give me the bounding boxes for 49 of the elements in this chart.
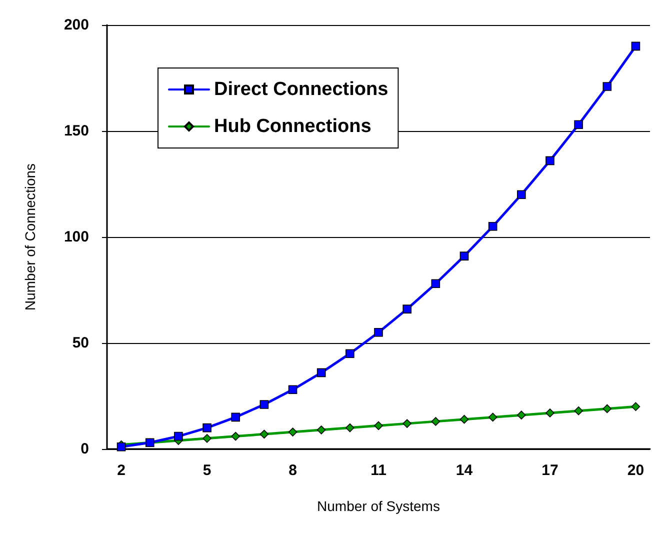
point: [402, 419, 412, 428]
point: [288, 428, 298, 436]
y-tick-label: 150: [64, 122, 89, 140]
point: [460, 414, 469, 424]
x-tick-label: 8: [288, 462, 297, 479]
point: [574, 406, 583, 416]
y-tick-label: 200: [64, 16, 89, 34]
point: [431, 417, 440, 426]
point: [460, 252, 469, 260]
point: [488, 412, 498, 422]
point: [631, 402, 640, 411]
x-tick-label: 14: [456, 462, 474, 479]
x-tick-label: 17: [542, 462, 558, 479]
point: [431, 279, 440, 288]
x-tick-label: 20: [627, 462, 644, 479]
point: [546, 408, 554, 418]
x-tick-label: 5: [202, 462, 212, 479]
point: [346, 349, 354, 358]
point: [231, 412, 240, 422]
x-tick-label: 2: [117, 462, 126, 479]
point: [602, 82, 612, 91]
point: [202, 423, 212, 432]
point: [574, 120, 583, 130]
legend-label: Hub Connections: [214, 116, 372, 137]
point: [174, 432, 183, 441]
point: [374, 421, 383, 430]
y-tick-label: 0: [80, 440, 89, 458]
point: [402, 304, 412, 314]
point: [516, 410, 526, 420]
y-tick-label: 50: [72, 334, 89, 352]
point: [202, 434, 212, 443]
point: [231, 432, 240, 441]
x-tick-label: 11: [370, 462, 386, 479]
point: [546, 156, 554, 166]
point: [346, 423, 354, 432]
point: [260, 400, 269, 409]
point: [316, 426, 326, 434]
point: [288, 385, 298, 394]
point: [488, 222, 498, 231]
point: [316, 368, 326, 378]
x-axis-title: Number of Systems: [317, 498, 440, 514]
y-axis-title: Number of Connections: [22, 163, 38, 311]
y-tick-label: 100: [64, 228, 89, 246]
legend-label: Direct Connections: [214, 79, 388, 100]
point: [631, 42, 640, 51]
point: [374, 328, 383, 337]
point: [602, 404, 612, 414]
point: [516, 190, 526, 199]
point: [260, 430, 269, 439]
